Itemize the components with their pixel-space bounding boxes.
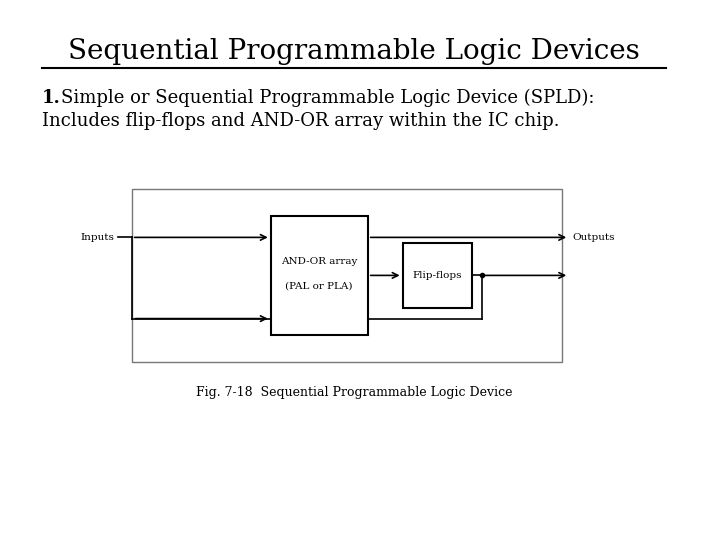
Bar [402, 243, 472, 308]
Text: Outputs: Outputs [572, 233, 615, 242]
Text: Fig. 7-18  Sequential Programmable Logic Device: Fig. 7-18 Sequential Programmable Logic … [196, 386, 512, 399]
Text: Includes flip-flops and AND-OR array within the IC chip.: Includes flip-flops and AND-OR array wit… [42, 112, 559, 130]
Bar [271, 216, 368, 335]
Text: (PAL or PLA): (PAL or PLA) [285, 282, 353, 291]
Text: Inputs: Inputs [81, 233, 114, 242]
Text: Simple or Sequential Programmable Logic Device (SPLD):: Simple or Sequential Programmable Logic … [61, 89, 595, 107]
Text: 1.: 1. [42, 89, 60, 107]
Text: Sequential Programmable Logic Devices: Sequential Programmable Logic Devices [68, 38, 640, 65]
Text: Flip-flops: Flip-flops [413, 271, 462, 280]
Bar [132, 189, 562, 362]
Text: AND-OR array: AND-OR array [281, 258, 357, 266]
